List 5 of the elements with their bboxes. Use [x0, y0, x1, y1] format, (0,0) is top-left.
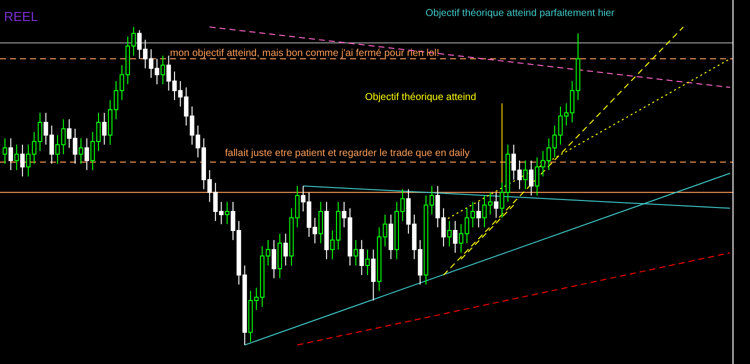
annotation: Objectif théorique atteind	[365, 92, 476, 103]
chart-title: REEL	[4, 9, 38, 24]
annotation: mon objectif atteind, mais bon comme j'ai fermé pour rien lol!	[170, 48, 440, 59]
text: Objectif théorique atteind parfaitement hier	[426, 8, 616, 19]
annotation: fallait juste etre patient et regarder le trade que en daily	[225, 148, 470, 159]
